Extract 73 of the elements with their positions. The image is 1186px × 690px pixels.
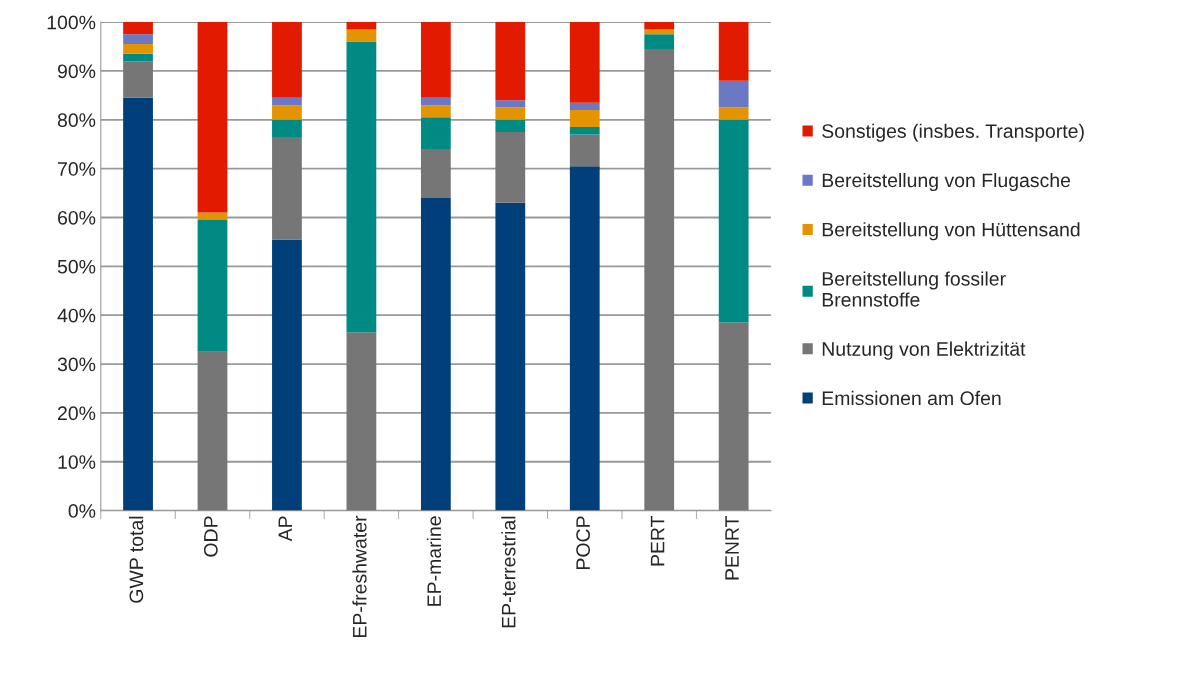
bar	[644, 48, 675, 511]
y-tick-label: 20%	[58, 406, 96, 421]
bar	[569, 134, 600, 167]
bar	[495, 107, 526, 120]
x-tick-label: GWP total	[128, 516, 144, 603]
bar	[123, 53, 153, 62]
legend-label: Bereitstellung von Flugasche	[822, 172, 1071, 192]
bar	[644, 22, 675, 30]
y-tick-label: 40%	[57, 308, 96, 323]
bar	[420, 105, 451, 118]
bar	[644, 34, 675, 49]
bar	[495, 119, 526, 132]
bar	[197, 212, 228, 220]
bar	[569, 166, 600, 511]
bar	[420, 149, 451, 198]
bar	[569, 102, 600, 111]
y-tick-label: 80%	[57, 113, 96, 128]
bar	[420, 197, 451, 511]
bar	[272, 97, 302, 106]
bar	[420, 97, 451, 106]
x-tick-label: POCP	[576, 516, 590, 569]
bar	[495, 202, 526, 511]
x-tick-label: ODP	[203, 516, 218, 557]
legend-label: Bereitstellung von Hüttensand	[822, 222, 1080, 241]
y-tick-label: 70%	[58, 162, 96, 176]
bar	[123, 61, 153, 98]
bar	[123, 44, 153, 54]
bar	[197, 219, 228, 352]
y-tick-label: 90%	[57, 64, 96, 79]
bar	[197, 22, 228, 213]
x-tick-label: EP-freshwater	[352, 515, 367, 638]
bar	[718, 107, 749, 120]
x-tick-label: AP	[278, 516, 292, 542]
bar	[569, 110, 600, 128]
bar	[420, 117, 451, 150]
bar	[123, 22, 153, 35]
bar	[272, 239, 302, 511]
bar	[346, 22, 377, 30]
y-tick-label: 30%	[57, 357, 96, 372]
bar	[718, 22, 749, 81]
bar	[569, 127, 600, 135]
bar	[346, 41, 377, 333]
bar	[346, 332, 377, 511]
bar	[123, 97, 153, 511]
bar	[346, 29, 377, 42]
bar	[718, 119, 749, 323]
bar	[495, 22, 526, 101]
bar	[420, 22, 451, 98]
x-tick-label: EP-terrestrial	[501, 516, 516, 628]
bar	[718, 322, 749, 511]
y-tick-label: 10%	[58, 455, 96, 469]
x-tick-label: EP-marine	[426, 516, 442, 606]
y-tick-label: 0%	[68, 504, 96, 518]
bar	[197, 351, 228, 511]
bar	[123, 34, 153, 45]
legend-label: Bereitstellung fossiler Brennstoffe	[822, 271, 1006, 307]
y-tick-label: 60%	[58, 210, 96, 225]
y-tick-label: 50%	[57, 259, 96, 274]
x-tick-label: PERT	[650, 515, 665, 566]
y-tick-label: 100%	[47, 15, 96, 30]
bar	[272, 105, 302, 120]
bar	[495, 100, 526, 108]
bar	[272, 119, 302, 137]
bar	[718, 80, 749, 108]
legend-label: Emissionen am Ofen	[822, 390, 1001, 406]
legend-label: Sonstiges (insbes. Transporte)	[822, 123, 1084, 142]
legend-label: Nutzung von Elektrizität	[822, 341, 1026, 360]
bar	[272, 136, 302, 240]
bar	[569, 22, 600, 103]
x-tick-label: PENRT	[725, 515, 739, 580]
bar	[644, 29, 675, 35]
bar	[495, 132, 526, 203]
bar	[272, 22, 302, 98]
